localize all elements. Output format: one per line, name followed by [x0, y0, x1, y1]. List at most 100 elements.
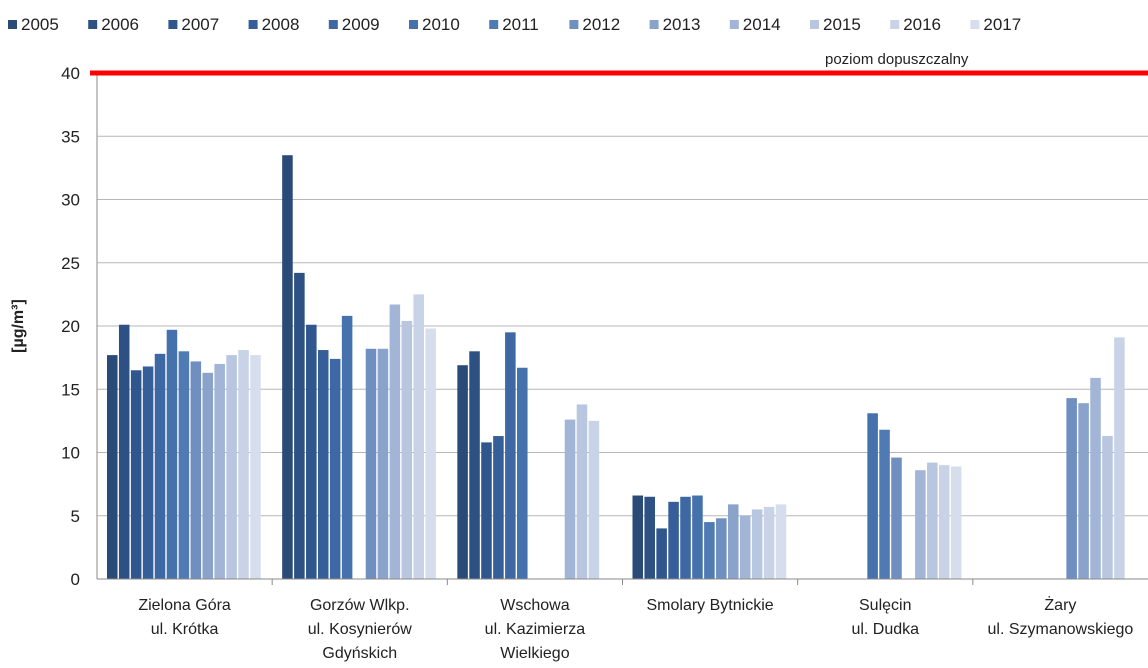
legend-swatch	[569, 20, 579, 29]
bar	[588, 420, 600, 580]
bar	[469, 351, 480, 579]
bar	[317, 350, 329, 579]
bar	[727, 504, 739, 579]
bar	[576, 404, 588, 579]
bar	[751, 509, 763, 579]
bar	[377, 348, 389, 579]
bar	[517, 367, 528, 579]
bar	[250, 355, 261, 579]
y-tick-label: 0	[71, 570, 80, 589]
bar	[226, 355, 237, 579]
bar	[493, 436, 504, 579]
y-tick-label: 20	[61, 317, 80, 336]
bar	[214, 363, 225, 579]
bars	[107, 155, 1125, 580]
bar	[680, 496, 691, 579]
bar	[425, 328, 436, 579]
bar	[178, 351, 190, 579]
legend-label: 2016	[903, 15, 941, 34]
legend-label: 2014	[743, 15, 781, 34]
bar	[668, 501, 679, 579]
legend-label: 2017	[983, 15, 1021, 34]
limit-line-group: poziom dopuszczalny	[90, 51, 1148, 76]
y-tick-label: 40	[61, 64, 80, 83]
bar	[294, 272, 305, 579]
legend-swatch	[8, 20, 17, 29]
legend-swatch	[409, 20, 418, 29]
legend-swatch	[248, 20, 258, 29]
bar	[107, 355, 118, 579]
legend-swatch	[970, 20, 980, 29]
bar	[481, 442, 492, 579]
bar	[704, 522, 715, 579]
bar	[130, 370, 142, 579]
bar	[950, 466, 962, 579]
bar	[692, 495, 703, 579]
bar	[564, 419, 576, 579]
bar	[1090, 377, 1101, 579]
bar	[716, 518, 727, 579]
bar	[306, 324, 317, 579]
bar	[915, 470, 926, 579]
bar	[401, 320, 413, 579]
bar	[190, 361, 202, 579]
bar	[656, 528, 667, 579]
legend-label: 2005	[21, 15, 59, 34]
bar	[142, 366, 154, 579]
bar	[927, 462, 938, 579]
category-label: Smolary Bytnickie	[647, 597, 774, 614]
bar	[879, 429, 890, 579]
bar	[118, 324, 130, 579]
legend-swatch	[729, 20, 739, 29]
bar	[505, 332, 516, 579]
legend-swatch	[328, 20, 338, 29]
gridlines	[97, 72, 1148, 517]
bar	[1102, 436, 1113, 579]
legend-label: 2006	[101, 15, 139, 34]
bar	[1066, 398, 1077, 579]
category-labels: Zielona Góra ul. Krótka Gorzów Wlkp. ul. Ko…	[138, 595, 1133, 662]
legend-label: 2008	[262, 15, 300, 34]
legend-swatch	[168, 20, 178, 29]
y-tick-label: 5	[71, 507, 80, 526]
category-label: Sulęcin ul. Dudka	[851, 597, 919, 638]
bar	[457, 365, 468, 579]
bar	[282, 155, 293, 579]
bar	[739, 515, 751, 579]
bar	[341, 315, 353, 579]
legend-label: 2010	[422, 15, 460, 34]
y-tick-label: 15	[61, 380, 80, 399]
legend-label: 2015	[823, 15, 861, 34]
category-label: Zielona Góra ul. Krótka	[138, 597, 231, 638]
legend: 2005 2006 2007 2008 2009 2010 2011 2012 2013 2014…	[8, 15, 1021, 34]
bar	[166, 329, 178, 579]
legend-swatch	[489, 20, 499, 29]
category-label: Wschowa ul. Kazimierza Wielkiego	[485, 597, 586, 662]
legend-swatch	[649, 20, 659, 29]
y-ticks: 0 5 10 15 20 25 30 35 40	[61, 64, 80, 589]
bar	[867, 413, 878, 579]
legend-label: 2013	[663, 15, 701, 34]
bar	[365, 348, 377, 579]
bar	[644, 496, 655, 579]
axes	[96, 73, 1148, 585]
bar	[891, 457, 902, 579]
bar	[763, 506, 775, 579]
legend-label: 2012	[582, 15, 620, 34]
limit-line-label: poziom dopuszczalny	[825, 51, 969, 68]
legend-label: 2011	[502, 15, 539, 34]
bar	[1078, 403, 1089, 579]
y-axis-label: [µg/m³]	[10, 299, 27, 353]
legend-swatch	[810, 20, 819, 29]
y-tick-label: 10	[61, 444, 80, 463]
legend-swatch	[88, 20, 98, 29]
y-tick-label: 30	[61, 191, 80, 210]
category-label: Żary ul. Szymanowskiego	[987, 595, 1133, 638]
legend-label: 2009	[342, 15, 380, 34]
bar	[1114, 337, 1125, 579]
bar	[413, 294, 424, 580]
bar	[389, 304, 401, 579]
bar	[238, 350, 249, 579]
legend-swatch	[890, 20, 900, 29]
